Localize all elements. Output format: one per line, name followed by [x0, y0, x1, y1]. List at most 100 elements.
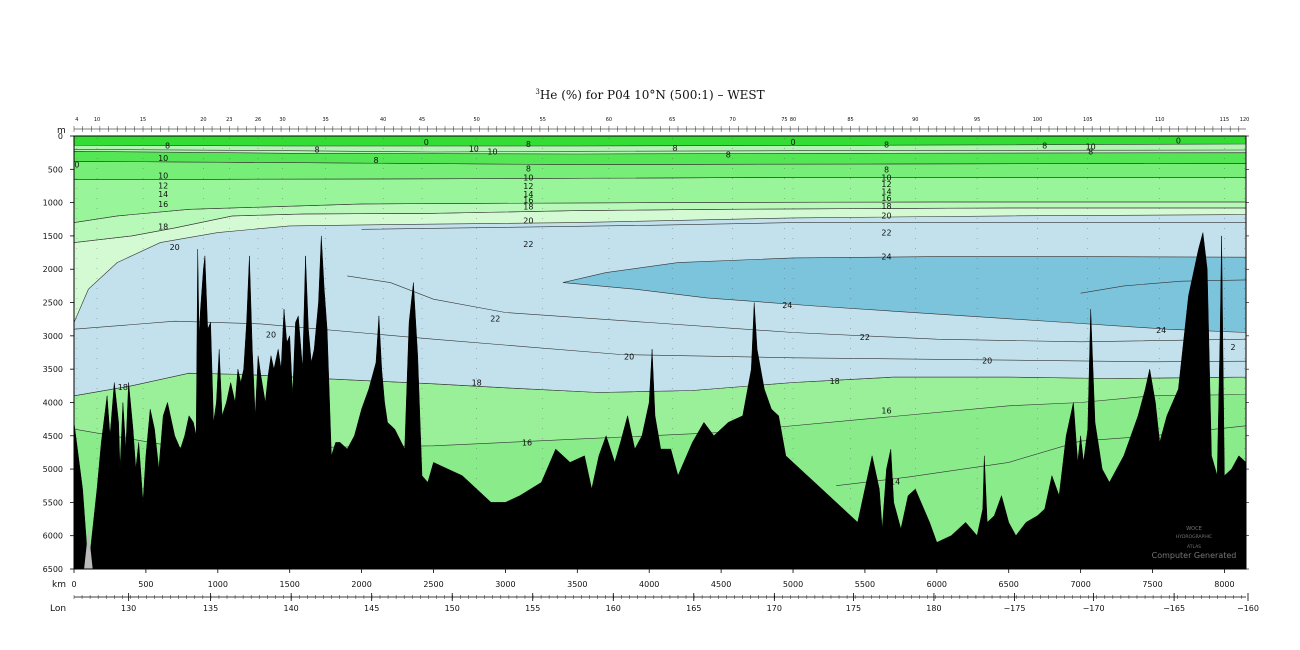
km-tick-label: 2500	[423, 580, 443, 589]
km-tick-label: 5000	[783, 580, 803, 589]
lon-tick-label: 175	[846, 604, 861, 613]
depth-tick-label: 4500	[43, 432, 63, 441]
contour-label: 18	[472, 379, 482, 388]
contour-label: 22	[860, 333, 870, 342]
contour-label: 8	[373, 156, 378, 165]
contour-label: 16	[881, 194, 891, 203]
lon-tick-label: 180	[926, 604, 941, 613]
contour-label: 8	[1088, 147, 1093, 156]
contour-label: 22	[490, 315, 500, 324]
km-unit-label: km	[52, 580, 66, 590]
km-tick-label: 7000	[1070, 580, 1090, 589]
contour-label: 10	[158, 154, 168, 163]
field-lt8	[74, 136, 1246, 147]
station-label: 30	[279, 117, 285, 123]
contour-label: 12	[881, 180, 891, 189]
km-tick-label: 4500	[711, 580, 731, 589]
contour-label: 8	[1042, 141, 1047, 150]
contour-label: 8	[673, 144, 678, 153]
contour-label: 8	[726, 151, 731, 160]
contour-label: 24	[1156, 326, 1166, 335]
km-tick-label: 3500	[567, 580, 587, 589]
contour-label: 8	[884, 165, 889, 174]
km-tick-label: 2000	[351, 580, 371, 589]
contour-label: 18	[881, 202, 891, 211]
contour-label: 14	[881, 187, 891, 196]
depth-tick-label: 4000	[43, 398, 63, 407]
km-tick-label: 1500	[280, 580, 300, 589]
station-label: 110	[1155, 117, 1165, 123]
station-label: 10	[94, 117, 100, 123]
station-label: 65	[669, 117, 675, 123]
lon-tick-label: −175	[1003, 604, 1025, 613]
station-label: 75	[781, 117, 787, 123]
contour-label: 18	[118, 383, 128, 392]
station-label: 55	[540, 117, 546, 123]
contour-label: 18	[830, 377, 840, 386]
contour-label: 20	[881, 211, 891, 220]
contour-label: 12	[523, 182, 533, 191]
contour-label: 16	[881, 407, 891, 416]
contour-label: 8	[884, 141, 889, 150]
contour-label: 20	[266, 331, 276, 340]
contour-label: 18	[523, 203, 533, 212]
depth-tick-label: 2000	[43, 265, 63, 274]
contour-label: 14	[158, 190, 168, 199]
station-label: 35	[322, 117, 328, 123]
station-label: 95	[974, 117, 980, 123]
km-tick-label: 3000	[495, 580, 515, 589]
contour-label: 10	[1086, 143, 1096, 152]
contour-label: 16	[158, 200, 168, 209]
watermark-line2: HYDROGRAPHIC	[1176, 534, 1212, 540]
station-label: 120	[1240, 117, 1250, 123]
contour-label: 20	[170, 243, 180, 252]
km-tick-label: 0	[71, 580, 76, 589]
depth-tick-label: 2500	[43, 299, 63, 308]
chart-title: 3He (%) for P04 10°N (500:1) – WEST	[0, 88, 1300, 102]
depth-unit-label: m	[57, 126, 66, 136]
watermark-line1: WOCE	[1186, 526, 1202, 532]
contour-label: 2	[1231, 343, 1236, 352]
contour-label: 20	[982, 357, 992, 366]
isoline-24-east	[1080, 279, 1246, 294]
depth-tick-label: 0	[58, 132, 63, 141]
seafloor	[74, 232, 1246, 569]
station-label: 100	[1033, 117, 1043, 123]
km-tick-label: 8000	[1214, 580, 1234, 589]
contour-label: 12	[158, 181, 168, 190]
contour-label: 8	[526, 140, 531, 149]
km-tick-label: 6500	[999, 580, 1019, 589]
watermark: WOCE HYDROGRAPHIC ATLAS Computer Generat…	[1152, 526, 1237, 560]
station-label: 80	[790, 117, 796, 123]
contour-label: 22	[523, 240, 533, 249]
contour-label: 24	[782, 301, 792, 310]
station-label: 85	[847, 117, 853, 123]
km-tick-label: 4000	[639, 580, 659, 589]
title-text: He (%) for P04 10°N (500:1) – WEST	[539, 88, 765, 102]
contour-label: 10	[881, 173, 891, 182]
contour-label: 18	[158, 223, 168, 232]
station-label: 4	[75, 117, 78, 123]
axes: 0 500 1000 1500 2000 2500 3000 3500 4000 4500 5000…	[43, 117, 1259, 614]
lon-tick-label: 170	[767, 604, 782, 613]
depth-tick-label: 3000	[43, 332, 63, 341]
contour-label: 0	[790, 138, 795, 147]
depth-tick-label: 6500	[43, 565, 63, 574]
contour-label: 16	[523, 196, 533, 205]
station-label: 15	[140, 117, 146, 123]
lon-tick-label: −165	[1163, 604, 1185, 613]
lon-tick-label: 135	[203, 604, 218, 613]
watermark-line3: ATLAS	[1187, 544, 1201, 550]
contour-label: 14	[890, 478, 900, 487]
km-tick-label: 6000	[927, 580, 947, 589]
lon-tick-label: 155	[525, 604, 540, 613]
isoline-22-deep	[347, 275, 1246, 343]
station-label: 70	[729, 117, 735, 123]
station-label: 26	[255, 117, 261, 123]
field-ge24	[562, 256, 1246, 333]
title-superscript: 3	[535, 88, 540, 96]
lon-tick-label: 140	[284, 604, 299, 613]
station-label: 60	[606, 117, 612, 123]
km-tick-label: 7500	[1142, 580, 1162, 589]
